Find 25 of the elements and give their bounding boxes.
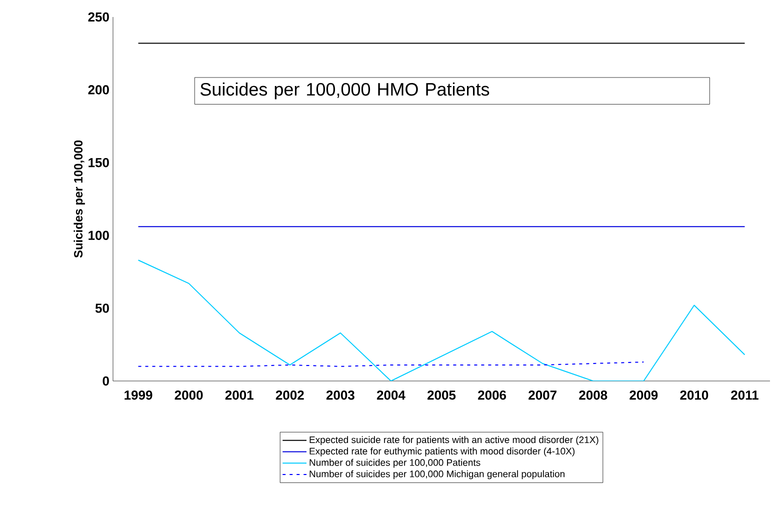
y-tick-label: 50 [95,304,109,313]
y-tick-label: 250 [88,12,109,22]
legend-label: Number of suicides per 100,000 Patients [310,458,480,468]
x-tick-label: 2010 [680,390,708,400]
legend-label: Expected suicide rate for patients with an active mood disorder (21X) [310,436,598,446]
x-tick-label: 2009 [630,390,658,400]
x-tick-label: 1999 [124,390,152,400]
legend-label: Number of suicides per 100,000 Michigan general population [310,470,564,480]
y-tick-label: 200 [88,85,109,94]
y-tick-label: 0 [102,376,109,386]
x-tick-label: 2000 [174,390,203,400]
y-axis-title: Suicides per 100,000 [74,140,85,258]
x-tick-label: 2002 [276,390,304,400]
x-tick-label: 2005 [428,390,456,400]
x-tick-label: 2001 [225,390,254,400]
x-tick-label: 2006 [478,390,506,400]
x-tick-label: 2003 [326,390,354,400]
y-tick-label: 100 [88,230,109,240]
x-tick-label: 2007 [528,390,556,400]
legend-label: Expected rate for euthymic patients with mood disorder (4-10X) [310,448,574,456]
x-tick-label: 2008 [579,390,608,400]
x-tick-label: 2011 [731,390,758,400]
y-tick-label: 150 [88,158,109,168]
text: Suicides per 100,000 HMO Patients [200,82,490,100]
x-tick-label: 2004 [376,390,406,400]
